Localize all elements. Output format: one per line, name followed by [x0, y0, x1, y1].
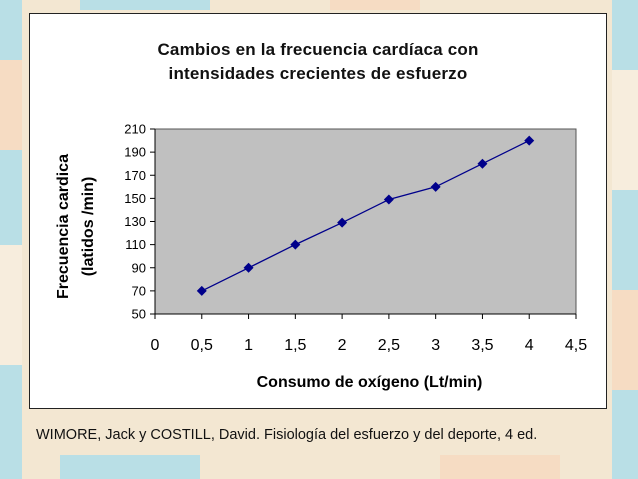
background-tile: [440, 455, 560, 479]
x-tick-label: 2,5: [378, 337, 400, 354]
plot-area: [154, 128, 577, 315]
x-tick-label: 0,5: [191, 337, 213, 354]
chart-container: Cambios en la frecuencia cardíaca con in…: [29, 13, 607, 409]
x-axis-label: Consumo de oxígeno (Lt/min): [257, 374, 483, 391]
y-axis-label: (latidos /min): [80, 177, 97, 277]
background-tile: [80, 0, 210, 10]
chart-title-line: Cambios en la frecuencia cardíaca con: [157, 40, 479, 59]
y-tick-label: 190: [124, 145, 146, 160]
series-line: [201, 140, 530, 292]
y-tick-label: 170: [124, 168, 146, 183]
y-tick-label: 210: [124, 122, 146, 137]
x-tick-label: 4: [525, 337, 534, 354]
chart-title: Cambios en la frecuencia cardíaca con in…: [30, 38, 606, 86]
x-tick-label: 2: [338, 337, 347, 354]
background-tile: [612, 70, 638, 190]
background-tile: [0, 245, 22, 365]
background-tile: [612, 0, 638, 70]
chart-title-line: intensidades crecientes de esfuerzo: [168, 64, 468, 83]
y-tick-label: 130: [124, 214, 146, 229]
x-tick-label: 3: [431, 337, 440, 354]
y-tick-label: 50: [132, 307, 146, 322]
data-point-marker: [337, 217, 348, 228]
y-tick-label: 110: [125, 237, 146, 252]
background-tile: [612, 390, 638, 479]
source-caption: WIMORE, Jack y COSTILL, David. Fisiologí…: [36, 427, 538, 443]
background-tile: [0, 60, 22, 150]
data-point-marker: [383, 194, 394, 205]
x-tick-label: 3,5: [471, 337, 493, 354]
data-point-marker: [243, 262, 254, 273]
x-tick-label: 1: [244, 337, 253, 354]
y-tick-label: 150: [124, 191, 146, 206]
x-tick-label: 0: [151, 337, 160, 354]
data-point-marker: [430, 181, 441, 192]
x-tick-label: 4,5: [565, 337, 587, 354]
x-tick-label: 1,5: [284, 337, 306, 354]
background-tile: [0, 0, 22, 60]
y-axis-label: Frecuencia cardica: [55, 154, 72, 299]
data-point-marker: [477, 158, 488, 169]
background-tile: [0, 365, 22, 479]
y-tick-label: 90: [132, 260, 146, 275]
data-point-marker: [524, 135, 535, 146]
data-point-marker: [196, 285, 207, 296]
background-tile: [612, 190, 638, 290]
data-point-marker: [290, 239, 301, 250]
y-tick-label: 70: [132, 283, 146, 298]
background-tile: [330, 0, 420, 10]
line-chart: 50 70 90 110 130 150 170 190 210 0 0,5 1 1,5 2 2,5 3 3,5…: [55, 122, 587, 392]
background-tile: [0, 150, 22, 245]
background-tile: [60, 455, 200, 479]
background-tile: [612, 290, 638, 390]
